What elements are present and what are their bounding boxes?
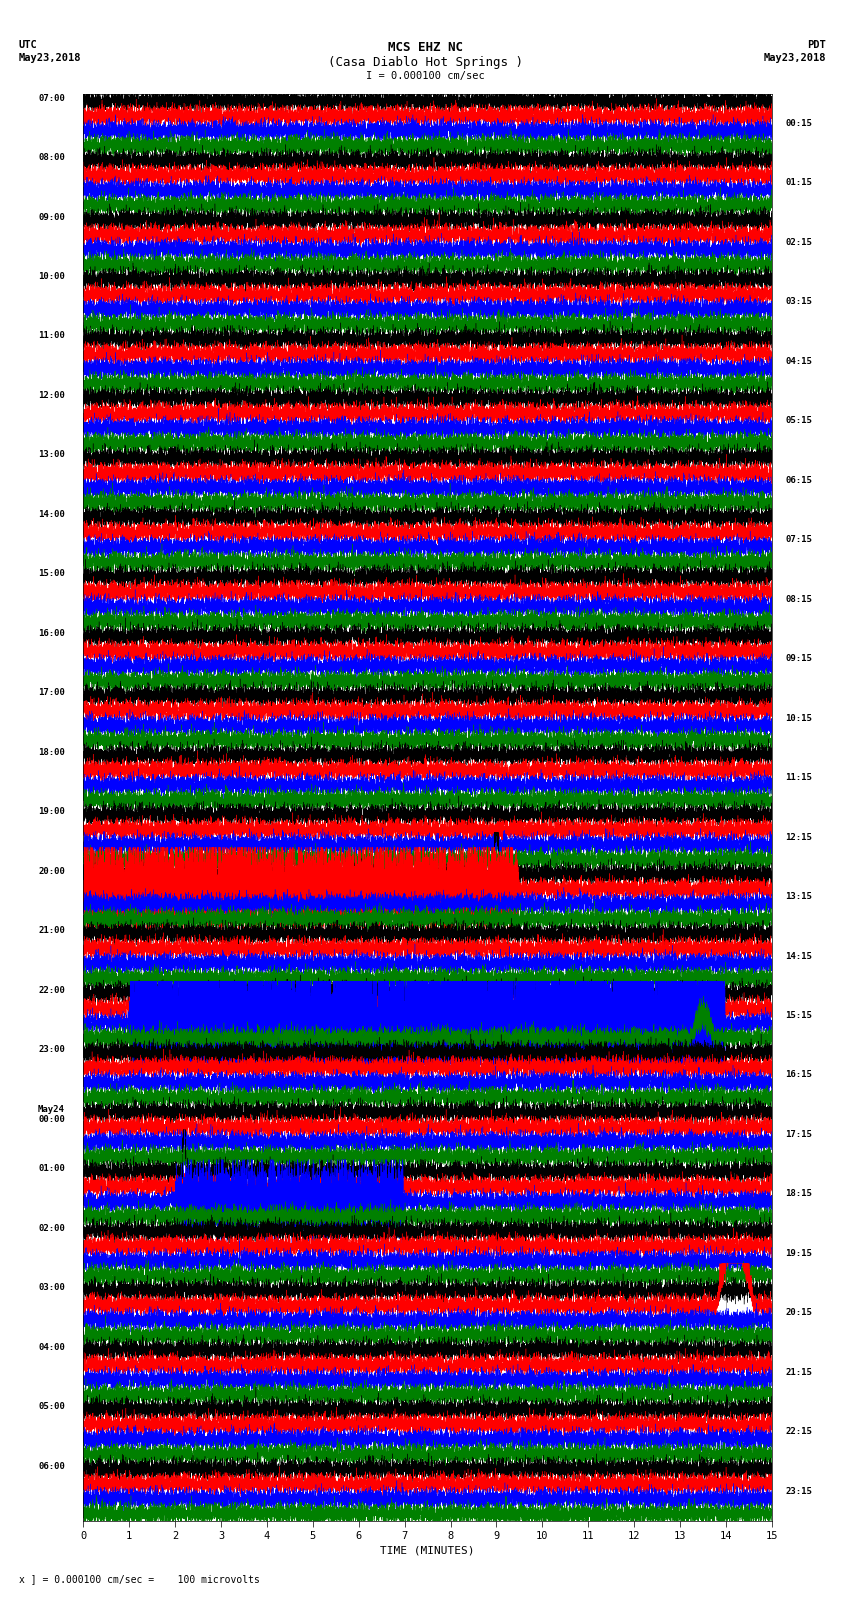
Text: MCS EHZ NC: MCS EHZ NC	[388, 40, 462, 53]
Text: 15:00: 15:00	[38, 569, 65, 579]
Text: 19:00: 19:00	[38, 808, 65, 816]
Text: 16:15: 16:15	[785, 1071, 813, 1079]
Text: 23:15: 23:15	[785, 1487, 813, 1495]
Text: 08:15: 08:15	[785, 595, 813, 603]
Text: 19:15: 19:15	[785, 1248, 813, 1258]
Text: 00:15: 00:15	[785, 119, 813, 127]
Text: 02:00: 02:00	[38, 1224, 65, 1232]
Text: 14:00: 14:00	[38, 510, 65, 519]
Text: 23:00: 23:00	[38, 1045, 65, 1055]
Text: x ] = 0.000100 cm/sec =    100 microvolts: x ] = 0.000100 cm/sec = 100 microvolts	[19, 1574, 259, 1584]
Text: 14:15: 14:15	[785, 952, 813, 960]
Text: 20:00: 20:00	[38, 866, 65, 876]
Text: 10:15: 10:15	[785, 713, 813, 723]
Text: 18:00: 18:00	[38, 748, 65, 756]
Text: (Casa Diablo Hot Springs ): (Casa Diablo Hot Springs )	[327, 55, 523, 69]
Text: 13:15: 13:15	[785, 892, 813, 902]
Text: 09:00: 09:00	[38, 213, 65, 221]
Text: PDT: PDT	[808, 40, 826, 50]
Text: 20:15: 20:15	[785, 1308, 813, 1318]
Text: 12:00: 12:00	[38, 390, 65, 400]
Text: 05:15: 05:15	[785, 416, 813, 426]
Text: 06:15: 06:15	[785, 476, 813, 484]
Text: 12:15: 12:15	[785, 832, 813, 842]
Text: May23,2018: May23,2018	[19, 53, 82, 63]
Text: May24
00:00: May24 00:00	[38, 1105, 65, 1124]
Text: 07:15: 07:15	[785, 536, 813, 544]
Text: 22:00: 22:00	[38, 986, 65, 995]
Text: 18:15: 18:15	[785, 1189, 813, 1198]
Text: 16:00: 16:00	[38, 629, 65, 637]
Text: 02:15: 02:15	[785, 237, 813, 247]
Text: 17:00: 17:00	[38, 689, 65, 697]
Text: 03:15: 03:15	[785, 297, 813, 306]
Text: 08:00: 08:00	[38, 153, 65, 161]
Text: 01:00: 01:00	[38, 1165, 65, 1173]
Text: I = 0.000100 cm/sec: I = 0.000100 cm/sec	[366, 71, 484, 81]
Text: 06:00: 06:00	[38, 1461, 65, 1471]
Text: 03:00: 03:00	[38, 1284, 65, 1292]
Text: 21:15: 21:15	[785, 1368, 813, 1378]
Text: UTC: UTC	[19, 40, 37, 50]
Text: 11:00: 11:00	[38, 332, 65, 340]
Text: 04:00: 04:00	[38, 1342, 65, 1352]
Text: 11:15: 11:15	[785, 773, 813, 782]
Text: 01:15: 01:15	[785, 179, 813, 187]
Text: 22:15: 22:15	[785, 1428, 813, 1436]
Text: 17:15: 17:15	[785, 1131, 813, 1139]
Text: 09:15: 09:15	[785, 655, 813, 663]
Text: 15:15: 15:15	[785, 1011, 813, 1019]
X-axis label: TIME (MINUTES): TIME (MINUTES)	[380, 1545, 475, 1555]
Text: May23,2018: May23,2018	[763, 53, 826, 63]
Text: 10:00: 10:00	[38, 273, 65, 281]
Text: 04:15: 04:15	[785, 356, 813, 366]
Text: 05:00: 05:00	[38, 1402, 65, 1411]
Text: 07:00: 07:00	[38, 94, 65, 103]
Text: 21:00: 21:00	[38, 926, 65, 936]
Text: 13:00: 13:00	[38, 450, 65, 460]
